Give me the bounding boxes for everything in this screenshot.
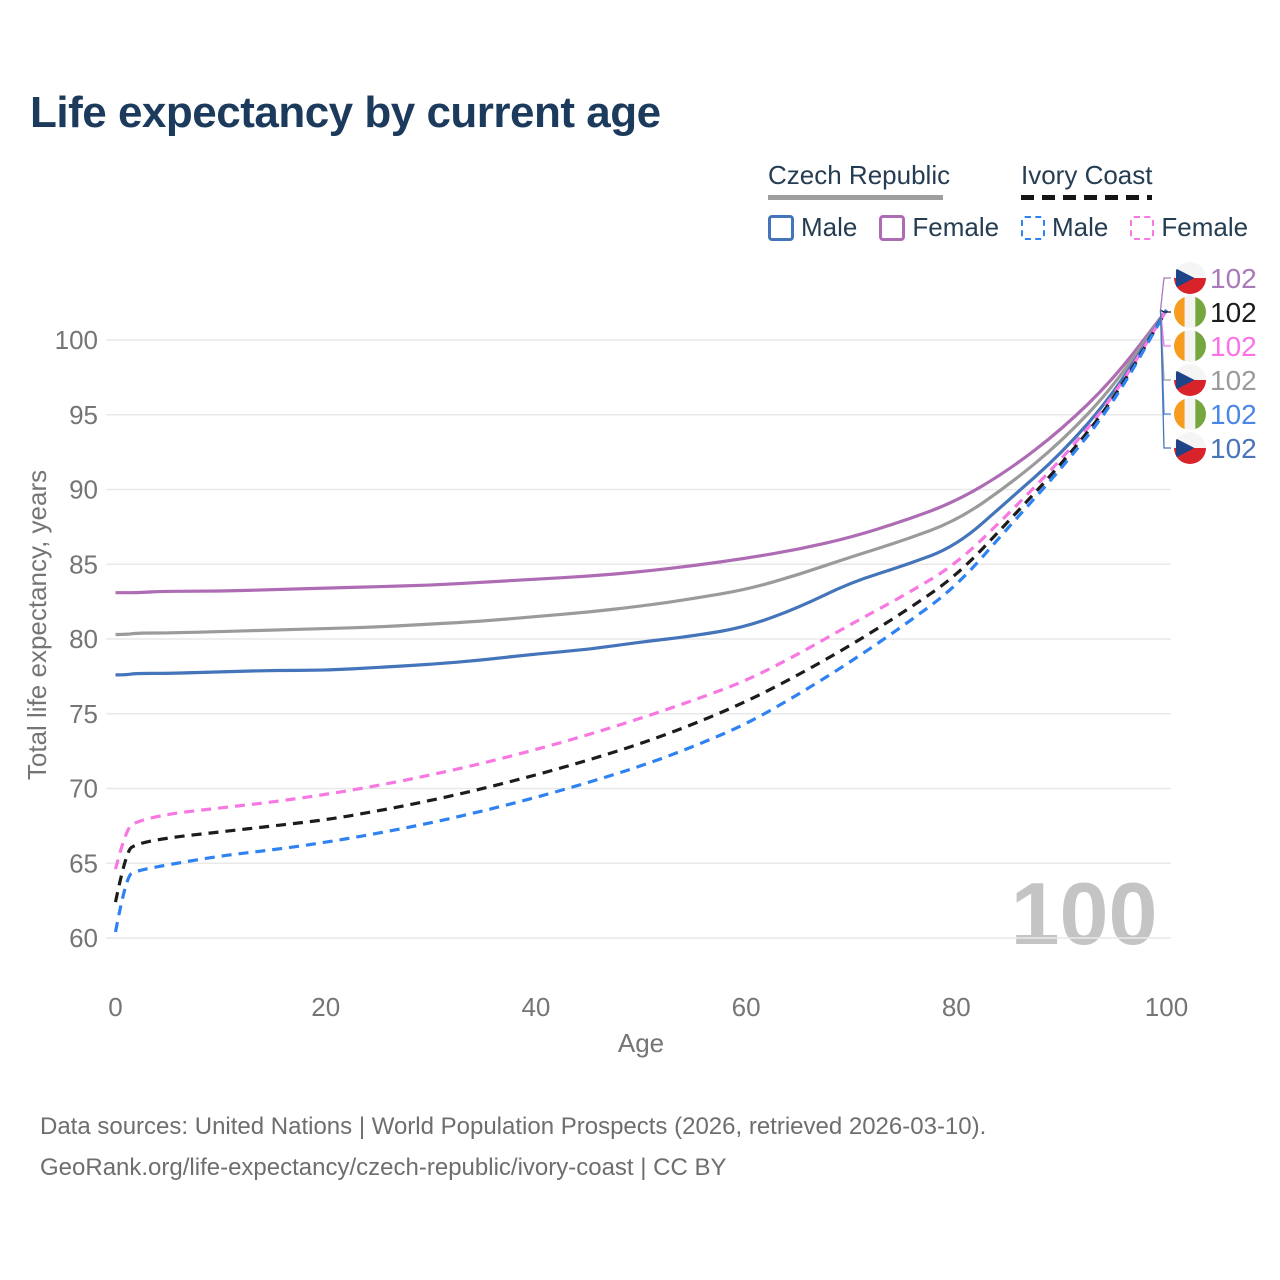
legend-group-label: Ivory Coast <box>1021 160 1153 190</box>
hover-age-watermark: 100 <box>1011 864 1158 963</box>
end-label-value-ivory-coast-male: 102 <box>1210 399 1257 430</box>
end-label-connector <box>1160 309 1171 313</box>
czech-republic-flag-icon <box>1174 364 1206 396</box>
female-dashed-swatch <box>1130 215 1155 240</box>
line-ivory-coast-male[interactable] <box>113 309 1168 933</box>
y-tick-label: 65 <box>69 848 98 878</box>
legend-item-label: Female <box>1161 212 1249 242</box>
y-tick-label: 60 <box>69 923 98 953</box>
end-label-value-czech-republic-both-sexes: 102 <box>1210 365 1257 396</box>
line-czech-republic-both-sexes[interactable] <box>115 309 1168 637</box>
legend-group-czech-republic: Czech Republic Male Female <box>768 160 999 243</box>
end-label-connector <box>1159 310 1171 449</box>
line-czech-republic-female[interactable] <box>115 309 1168 595</box>
end-label-value-ivory-coast-female: 102 <box>1210 331 1257 362</box>
legend-item-ivory-male[interactable]: Male <box>1021 212 1108 243</box>
male-solid-swatch <box>768 214 794 241</box>
plot-area[interactable] <box>106 330 1171 940</box>
legend-item-czech-male[interactable]: Male <box>768 212 857 243</box>
y-tick-label: 90 <box>69 475 98 505</box>
dashed-line-style-sample <box>1021 195 1152 200</box>
x-tick-label: 60 <box>732 992 761 1022</box>
end-label-value-ivory-coast-both-sexes: 102 <box>1210 297 1257 328</box>
line-chart[interactable]: 100 60 65 70 75 80 85 90 95 100 0 20 40 60 80 100 Age Tot… <box>0 0 1280 1080</box>
x-tick-label: 40 <box>521 992 550 1022</box>
ivory-coast-flag-icon <box>1174 296 1206 328</box>
legend-item-czech-female[interactable]: Female <box>879 212 999 243</box>
y-tick-label: 95 <box>69 400 98 430</box>
y-tick-label: 70 <box>69 774 98 804</box>
x-tick-label: 20 <box>311 992 340 1022</box>
legend-item-label: Male <box>801 212 858 242</box>
ivory-coast-flag-icon <box>1174 330 1206 362</box>
attribution-text: GeoRank.org/life-expectancy/czech-republ… <box>40 1154 727 1181</box>
chart-title: Life expectancy by current age <box>30 88 661 137</box>
legend-item-ivory-female[interactable]: Female <box>1130 212 1248 243</box>
x-axis-title: Age <box>618 1028 664 1058</box>
czech-republic-flag-icon <box>1174 432 1206 464</box>
female-solid-swatch <box>879 214 906 241</box>
x-tick-label: 0 <box>108 992 122 1022</box>
end-label-connector <box>1159 277 1171 311</box>
y-tick-label: 75 <box>69 699 98 729</box>
czech-republic-flag-icon <box>1174 262 1206 294</box>
end-label-value-czech-republic-female: 102 <box>1210 263 1257 294</box>
legend-group-ivory-coast: Ivory Coast Male Female <box>1021 160 1248 243</box>
line-czech-republic-male[interactable] <box>115 309 1168 677</box>
line-ivory-coast-female[interactable] <box>113 309 1168 870</box>
legend-item-label: Female <box>912 212 1000 242</box>
y-axis-title: Total life expectancy, years <box>22 470 52 780</box>
male-dashed-swatch <box>1021 215 1045 240</box>
data-sources-text: Data sources: United Nations | World Pop… <box>40 1113 987 1140</box>
solid-line-style-sample <box>768 195 943 200</box>
legend-group-label: Czech Republic <box>768 160 951 190</box>
y-tick-label: 85 <box>69 549 98 579</box>
y-tick-label: 100 <box>55 325 98 355</box>
line-ivory-coast-both-sexes[interactable] <box>113 309 1168 903</box>
footer: Data sources: United Nations | World Pop… <box>40 1106 986 1188</box>
x-tick-label: 80 <box>942 992 971 1022</box>
legend-item-label: Male <box>1052 212 1109 242</box>
x-tick-label: 100 <box>1145 992 1188 1022</box>
end-label-value-czech-republic-male: 102 <box>1210 433 1257 464</box>
y-tick-label: 80 <box>69 624 98 654</box>
ivory-coast-flag-icon <box>1174 398 1206 430</box>
